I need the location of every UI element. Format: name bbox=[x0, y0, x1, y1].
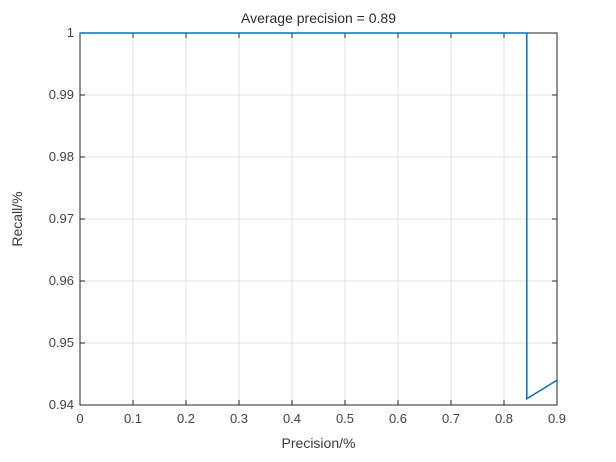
plot-title: Average precision = 0.89 bbox=[240, 10, 396, 26]
series-precision-recall-curve bbox=[80, 32, 558, 401]
x-tick-label: 0.8 bbox=[494, 411, 514, 426]
y-tick-label: 0.97 bbox=[48, 211, 74, 226]
x-tick-label: 0.2 bbox=[176, 411, 196, 426]
x-axis-label: Precision/% bbox=[281, 435, 356, 451]
y-tick-label: 1 bbox=[66, 25, 74, 40]
y-axis-label: Recall/% bbox=[9, 191, 25, 247]
grid-lines bbox=[79, 32, 558, 406]
y-tick-label: 0.98 bbox=[48, 149, 74, 164]
y-axis-tick-labels: 0.94 0.95 0.96 0.97 0.98 0.99 1 bbox=[26, 0, 74, 462]
x-tick-label: 0 bbox=[76, 411, 84, 426]
x-tick-label: 0.6 bbox=[388, 411, 408, 426]
x-axis-tick-labels: 0 0.1 0.2 0.3 0.4 0.5 0.6 0.7 0.8 0.9 bbox=[0, 411, 616, 427]
x-tick-label: 0.3 bbox=[229, 411, 249, 426]
x-tick-label: 0.1 bbox=[123, 411, 143, 426]
x-tick-label: 0.5 bbox=[335, 411, 355, 426]
y-tick-label: 0.96 bbox=[48, 273, 74, 288]
x-tick-label: 0.9 bbox=[547, 411, 567, 426]
axis-ticks bbox=[79, 32, 558, 406]
y-tick-label: 0.99 bbox=[48, 87, 74, 102]
x-tick-label: 0.4 bbox=[282, 411, 302, 426]
x-tick-label: 0.7 bbox=[441, 411, 461, 426]
y-tick-label: 0.94 bbox=[48, 397, 74, 412]
y-tick-label: 0.95 bbox=[48, 335, 74, 350]
